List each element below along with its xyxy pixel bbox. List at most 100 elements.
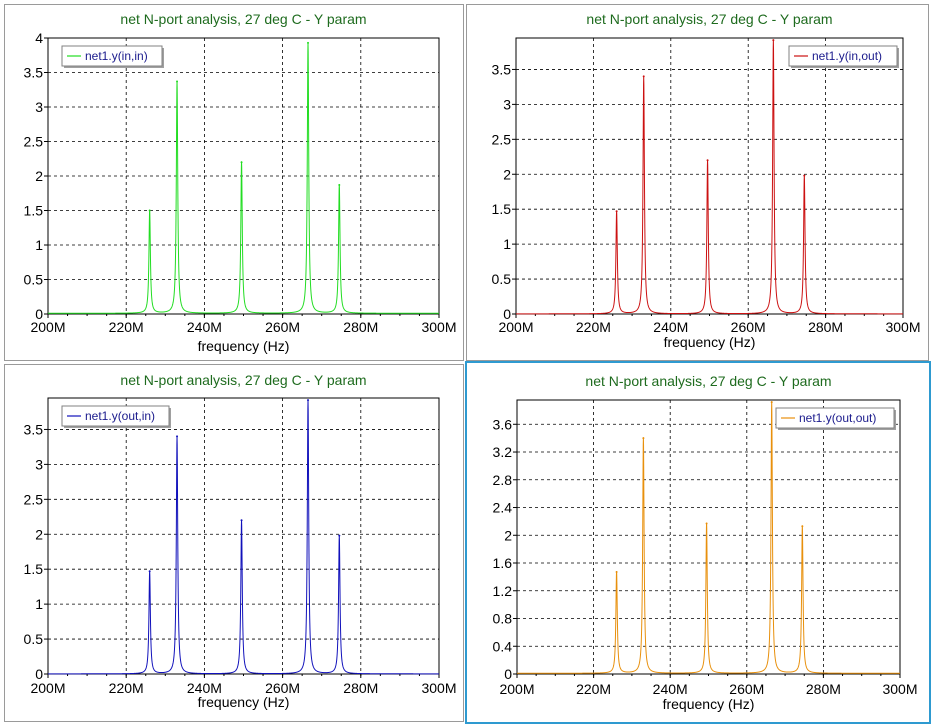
y-tick-label: 3	[35, 456, 43, 472]
x-tick-label: 240M	[653, 681, 688, 697]
y-tick-label: 1	[35, 596, 43, 612]
chart-y-in-out: net N-port analysis, 27 deg C - Y param 2…	[492, 11, 921, 350]
plot-area	[515, 37, 904, 315]
y-tick-label: 3	[35, 99, 43, 115]
y-tick-label: 2.4	[493, 500, 513, 516]
x-tick-label: 280M	[343, 319, 378, 335]
y-tick-label: 0	[504, 666, 512, 682]
y-tick-label: 0	[503, 306, 511, 322]
y-tick-label: 2.5	[24, 491, 44, 507]
peak-point	[615, 571, 618, 574]
y-tick-label: 3.5	[24, 421, 44, 437]
y-tick-label: 3.6	[493, 416, 513, 432]
x-tick-label: 200M	[30, 319, 65, 335]
x-tick-label: 200M	[30, 680, 65, 696]
y-tick-label: 3.5	[492, 61, 512, 77]
x-tick-label: 280M	[343, 680, 378, 696]
legend-label: net1.y(out,in)	[85, 409, 155, 423]
legend-box[interactable]	[61, 45, 163, 67]
x-tick-label: 220M	[576, 681, 611, 697]
peak-point	[338, 183, 341, 186]
x-tick-label: 300M	[885, 319, 920, 335]
series-line	[517, 401, 900, 674]
plot-area	[47, 397, 440, 675]
y-tick-label: 3.5	[24, 65, 44, 81]
y-tick-label: 2	[504, 527, 512, 543]
chart-y-in-in: net N-port analysis, 27 deg C - Y param 2…	[24, 11, 457, 354]
y-tick-label: 0.8	[493, 611, 513, 627]
peak-point	[307, 399, 310, 402]
x-axis-label: frequency (Hz)	[663, 696, 755, 712]
x-tick-label: 260M	[731, 319, 766, 335]
chart-y-out-out: net N-port analysis, 27 deg C - Y param 2…	[493, 373, 918, 712]
x-tick-label: 200M	[498, 319, 533, 335]
peak-point	[240, 161, 243, 164]
y-tick-label: 2.8	[493, 472, 513, 488]
x-tick-label: 240M	[653, 319, 688, 335]
y-tick-label: 3	[503, 96, 511, 112]
x-tick-label: 300M	[421, 680, 456, 696]
y-tick-label: 1.5	[24, 561, 44, 577]
series-line	[516, 39, 903, 315]
peak-point	[307, 41, 310, 44]
chart-panel-y-out-out[interactable]: net N-port analysis, 27 deg C - Y param 2…	[465, 361, 931, 724]
x-tick-label: 260M	[265, 319, 300, 335]
peak-point	[770, 401, 773, 404]
peak-point	[148, 570, 151, 573]
series-line	[48, 41, 439, 314]
y-tick-label: 2	[35, 168, 43, 184]
peak-point	[803, 174, 806, 177]
x-axis-label: frequency (Hz)	[198, 338, 290, 354]
y-tick-label: 1.5	[24, 203, 44, 219]
peak-point	[240, 519, 243, 522]
chart-y-out-in: net N-port analysis, 27 deg C - Y param 2…	[24, 372, 457, 710]
peak-point	[615, 210, 618, 213]
series-line	[48, 399, 439, 675]
x-tick-label: 260M	[729, 681, 764, 697]
peak-point	[148, 209, 151, 212]
x-tick-label: 220M	[576, 319, 611, 335]
y-tick-label: 1	[35, 237, 43, 253]
x-tick-label: 300M	[421, 319, 456, 335]
peak-point	[642, 75, 645, 78]
chart-panel-y-in-out[interactable]: net N-port analysis, 27 deg C - Y param 2…	[466, 4, 929, 361]
y-tick-label: 2.5	[492, 131, 512, 147]
legend-label: net1.y(out,out)	[799, 411, 876, 425]
x-tick-label: 220M	[109, 680, 144, 696]
peak-point	[801, 525, 804, 528]
y-tick-label: 0.5	[492, 271, 512, 287]
x-axis-label: frequency (Hz)	[198, 694, 290, 710]
y-tick-label: 1.6	[493, 555, 513, 571]
legend-box[interactable]	[61, 405, 170, 427]
peak-point	[176, 80, 179, 83]
y-tick-label: 3.2	[493, 444, 513, 460]
y-tick-label: 2	[35, 526, 43, 542]
legend-label: net1.y(in,out)	[812, 49, 882, 63]
y-tick-label: 1	[503, 236, 511, 252]
chart-panel-y-out-in[interactable]: net N-port analysis, 27 deg C - Y param 2…	[4, 364, 464, 722]
peak-point	[338, 534, 341, 537]
legend-box[interactable]	[775, 407, 895, 429]
y-tick-label: 0.4	[493, 638, 513, 654]
x-tick-label: 240M	[187, 319, 222, 335]
chart-title: net N-port analysis, 27 deg C - Y param	[586, 11, 832, 27]
peak-point	[642, 437, 645, 440]
peak-point	[176, 435, 179, 438]
y-tick-label: 2.5	[24, 134, 44, 150]
y-tick-label: 1.2	[493, 583, 513, 599]
x-tick-label: 200M	[499, 681, 534, 697]
x-tick-label: 300M	[882, 681, 917, 697]
legend-label: net1.y(in,in)	[85, 49, 148, 63]
x-tick-label: 260M	[265, 680, 300, 696]
x-axis-label: frequency (Hz)	[664, 334, 756, 350]
chart-title: net N-port analysis, 27 deg C - Y param	[120, 372, 366, 388]
y-tick-label: 0	[35, 306, 43, 322]
x-tick-label: 280M	[806, 681, 841, 697]
y-tick-label: 0.5	[24, 272, 44, 288]
legend-box[interactable]	[788, 45, 898, 67]
x-tick-label: 240M	[187, 680, 222, 696]
y-tick-label: 2	[503, 166, 511, 182]
y-tick-label: 4	[35, 30, 43, 46]
x-tick-label: 280M	[808, 319, 843, 335]
chart-panel-y-in-in[interactable]: net N-port analysis, 27 deg C - Y param 2…	[4, 4, 464, 361]
